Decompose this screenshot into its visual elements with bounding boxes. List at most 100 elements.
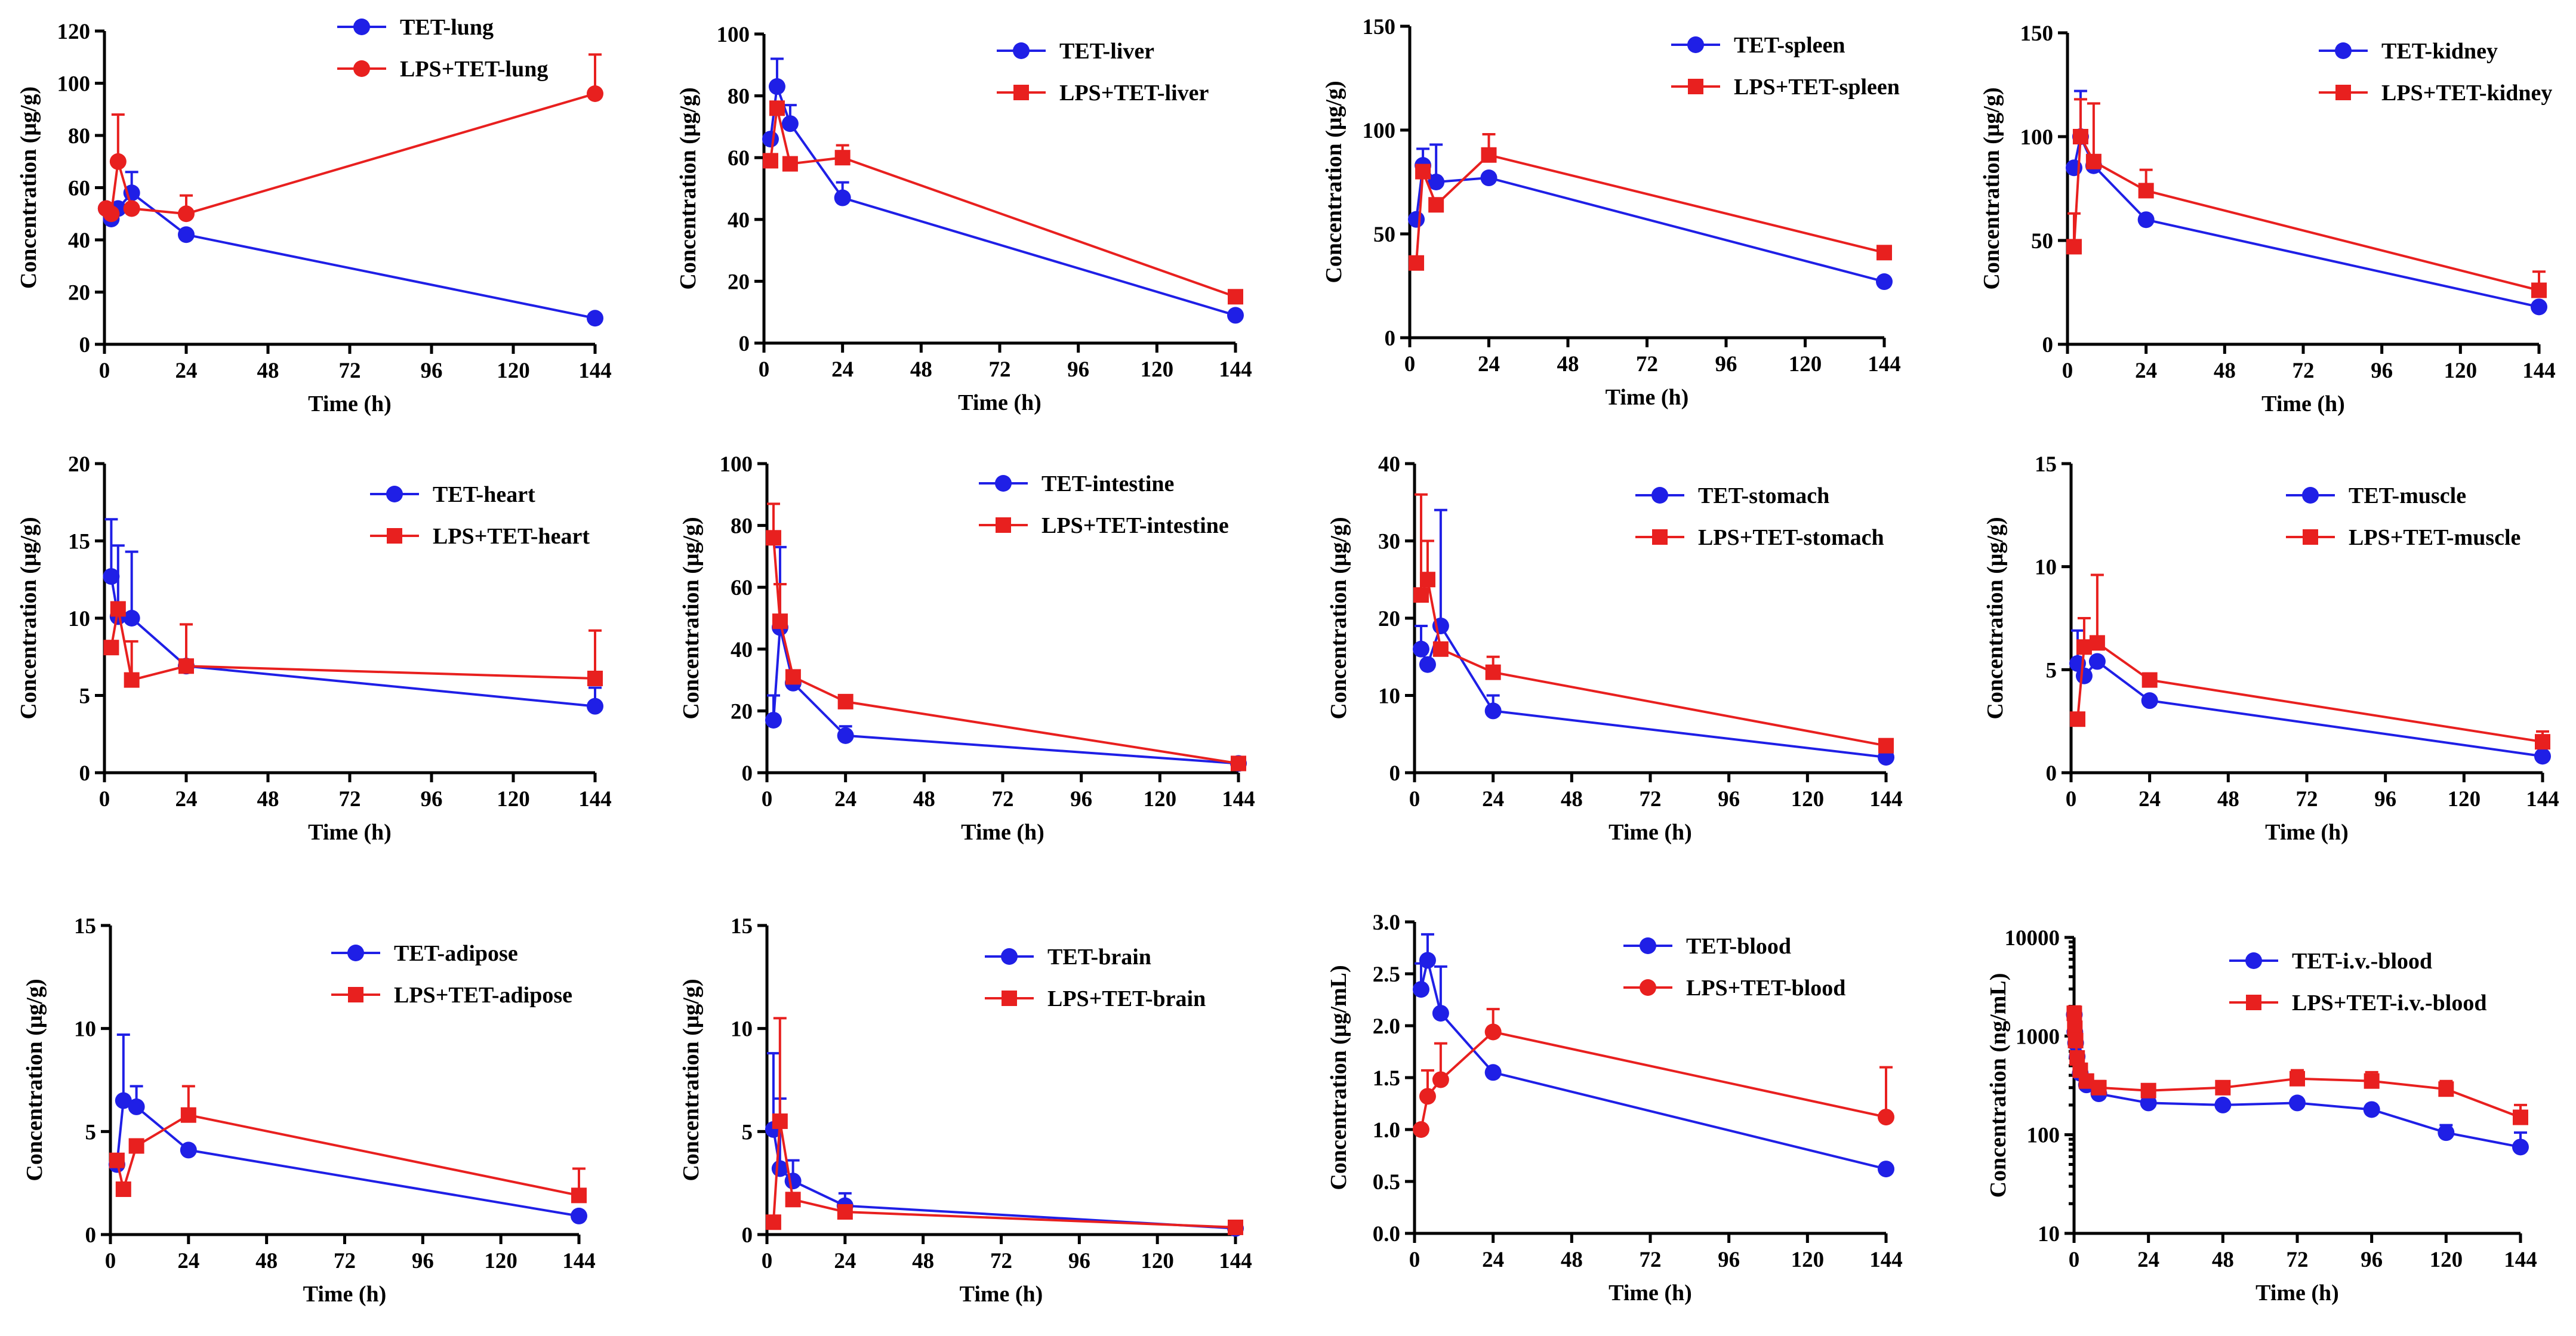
legend-entry: TET-liver	[997, 39, 1154, 64]
x-axis-title: Time (h)	[308, 820, 392, 845]
x-tick-label: 72	[1640, 787, 1662, 812]
series-lps+tet	[109, 1085, 587, 1204]
data-point	[178, 226, 195, 243]
x-tick-label: 24	[177, 1249, 199, 1273]
legend-marker	[2302, 487, 2319, 504]
series-lps+tet	[1413, 493, 1894, 754]
data-point	[1878, 738, 1894, 754]
x-tick-label: 144	[2522, 359, 2556, 383]
y-tick-label: 20	[68, 281, 90, 306]
y-tick-label: 100	[2027, 1124, 2060, 1148]
data-point	[834, 189, 851, 206]
data-point	[762, 153, 778, 169]
legend-marker	[1013, 85, 1029, 100]
y-axis-title: Concentration (ng/mL)	[1986, 973, 2011, 1198]
x-tick-label: 24	[834, 787, 856, 812]
data-point	[2066, 239, 2082, 255]
data-point	[2140, 1094, 2157, 1112]
x-tick-label: 48	[2212, 1248, 2234, 1272]
data-point	[109, 153, 127, 170]
data-point	[768, 78, 785, 95]
x-tick-label: 48	[910, 357, 932, 382]
data-point	[587, 698, 603, 715]
data-point	[2076, 639, 2092, 655]
data-point	[178, 658, 194, 674]
legend-marker	[387, 528, 402, 544]
y-tick-label: 5	[79, 684, 91, 709]
data-point	[2088, 653, 2106, 670]
data-point	[837, 1204, 853, 1220]
data-point	[765, 1214, 781, 1230]
y-tick-label: 80	[68, 124, 90, 149]
y-tick-label: 1.0	[1373, 1118, 1400, 1143]
data-point	[1432, 641, 1449, 657]
data-point	[2085, 153, 2102, 169]
y-tick-label: 80	[728, 85, 750, 109]
series-line	[110, 576, 596, 708]
data-point	[772, 613, 788, 630]
x-tick-label: 72	[2292, 359, 2315, 383]
x-tick-label: 96	[1718, 787, 1740, 812]
y-tick-label: 40	[728, 208, 750, 233]
x-tick-label: 0	[1409, 1248, 1421, 1272]
data-point	[2438, 1081, 2454, 1097]
x-tick-label: 96	[1068, 1249, 1090, 1273]
legend-label: TET-liver	[1059, 39, 1154, 64]
data-point	[587, 310, 603, 327]
x-tick-label: 72	[1640, 1248, 1662, 1272]
x-tick-label: 48	[255, 1249, 278, 1273]
y-tick-label: 0	[742, 761, 753, 786]
y-tick-label: 100	[2020, 125, 2054, 150]
data-point	[785, 1192, 801, 1208]
legend-entry: TET-blood	[1623, 934, 1791, 959]
x-tick-label: 72	[989, 357, 1011, 382]
data-point	[2137, 211, 2155, 229]
x-tick-label: 120	[2448, 787, 2481, 812]
x-axis-title: Time (h)	[1609, 1281, 1692, 1306]
y-axis-title: Concentration (μg/g)	[679, 517, 704, 719]
y-tick-label: 30	[1378, 530, 1400, 554]
data-point	[1412, 1121, 1429, 1138]
x-tick-label: 96	[1070, 787, 1092, 812]
legend-label: TET-stomach	[1698, 483, 1829, 508]
data-point	[2289, 1094, 2306, 1112]
chart-panel-3: 0 24 48 72 96 120 144 0 50 100 150 Time (h) Concentr…	[1321, 15, 1901, 410]
x-tick-label: 24	[834, 1249, 856, 1273]
data-point	[2141, 692, 2158, 709]
data-point	[2141, 672, 2158, 688]
x-axis-title: Time (h)	[2265, 820, 2349, 845]
y-tick-label: 0	[2046, 761, 2057, 786]
y-tick-label: 3.0	[1373, 911, 1400, 935]
x-tick-label: 96	[412, 1249, 434, 1273]
legend-entry: TET-lung	[337, 15, 494, 40]
legend-marker	[1001, 948, 1018, 965]
legend-marker	[2303, 529, 2318, 545]
x-tick-label: 48	[1561, 1248, 1583, 1272]
data-point	[2140, 1082, 2156, 1099]
data-point	[109, 1152, 125, 1168]
legend-marker	[347, 945, 364, 961]
legend-label: LPS+TET-kidney	[2381, 81, 2552, 106]
x-tick-label: 48	[2217, 787, 2239, 812]
legend-marker	[1651, 487, 1668, 504]
legend-label: LPS+TET-intestine	[1042, 513, 1229, 538]
legend-label: LPS+TET-stomach	[1698, 525, 1884, 550]
x-axis-title: Time (h)	[2261, 391, 2345, 416]
y-tick-label: 40	[731, 638, 753, 662]
data-point	[1484, 1023, 1502, 1041]
legend-marker	[348, 987, 363, 1002]
x-tick-label: 48	[913, 787, 935, 812]
x-tick-label: 24	[1482, 1248, 1504, 1272]
legend-label: TET-kidney	[2381, 39, 2498, 64]
x-axis-title: Time (h)	[961, 820, 1044, 845]
y-tick-label: 1000	[2016, 1025, 2060, 1049]
y-tick-label: 50	[1373, 223, 1395, 247]
data-point	[2531, 298, 2547, 316]
y-tick-label: 100	[57, 72, 91, 97]
y-tick-label: 60	[728, 146, 750, 171]
legend-entry: TET-intestine	[979, 471, 1174, 496]
data-point	[178, 205, 195, 223]
data-point	[1480, 169, 1497, 187]
x-tick-label: 144	[1869, 787, 1903, 812]
legend-entry: TET-spleen	[1671, 33, 1845, 58]
